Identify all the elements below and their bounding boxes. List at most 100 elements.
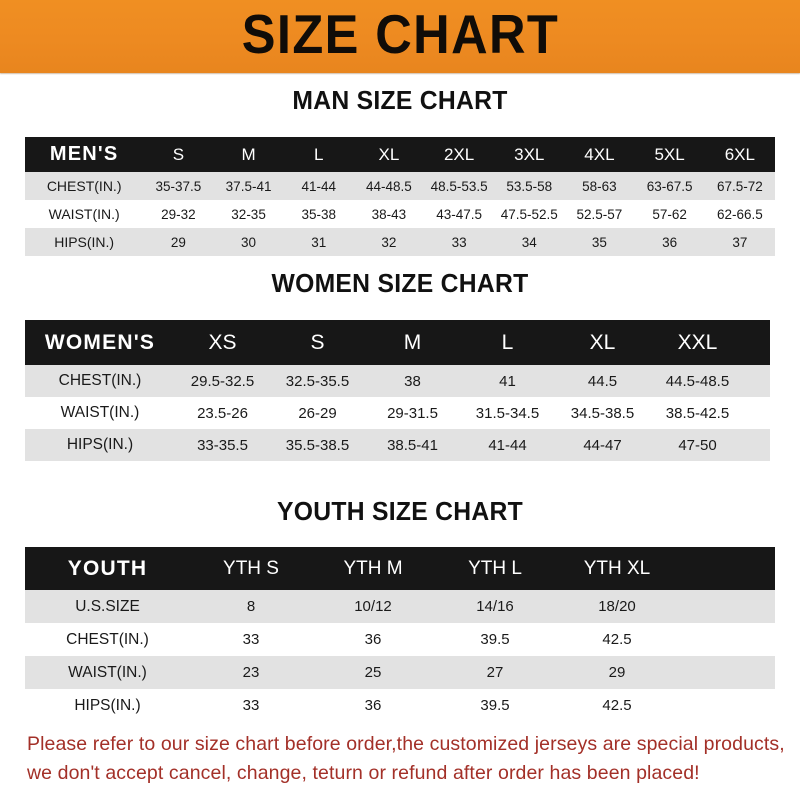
section-title-man: MAN SIZE CHART <box>292 85 508 115</box>
measurement-value: 47.5-52.5 <box>500 206 558 222</box>
footer-disclaimer: Please refer to our size chart before or… <box>27 730 785 788</box>
footer-line-1: Please refer to our size chart before or… <box>27 733 785 755</box>
measurement-value: 58-63 <box>582 178 617 194</box>
section-title-youth: YOUTH SIZE CHART <box>276 496 524 526</box>
table-row: CHEST(IN.) 29.5-32.5 32.5-35.5 38 41 44.5 44.5… <box>25 365 770 397</box>
measurement-value: 33 <box>242 631 260 648</box>
measurement-value: 44-48.5 <box>366 178 412 194</box>
size-column-header: S <box>172 144 185 164</box>
table-header-row: MEN'S S M L XL 2XL 3XL 4XL 5XL 6XL <box>25 137 775 172</box>
page-title: SIZE CHART <box>241 3 559 65</box>
measurement-value: 47-50 <box>678 436 717 454</box>
measurement-label: HIPS(IN.) <box>66 436 134 453</box>
measurement-value: 29.5-32.5 <box>190 372 255 390</box>
measurement-value: 41 <box>499 372 516 390</box>
table-row: WAIST(IN.) 23 25 27 29 <box>25 656 775 689</box>
table-spacer-cell <box>678 656 775 689</box>
size-column-header: XL <box>589 330 616 354</box>
measurement-value: 34 <box>521 234 537 250</box>
table-row: HIPS(IN.) 33 36 39.5 42.5 <box>25 689 775 722</box>
size-column-header: XS <box>208 330 237 354</box>
measurement-value: 53.5-58 <box>506 178 553 194</box>
measurement-value: 41-44 <box>301 178 336 194</box>
measurement-value: 8 <box>246 598 256 615</box>
table-spacer-cell <box>678 547 775 590</box>
section-title-women: WOMEN SIZE CHART <box>271 268 529 298</box>
measurement-value: 37 <box>732 234 748 250</box>
youth-size-table: YOUTH YTH S YTH M YTH L YTH XL U.S.SIZE 8 10/12… <box>25 547 775 722</box>
table-header-row: YOUTH YTH S YTH M YTH L YTH XL <box>25 547 775 590</box>
measurement-value: 29 <box>608 664 626 681</box>
measurement-label: HIPS(IN.) <box>74 696 141 714</box>
size-column-header: L <box>501 330 514 354</box>
measurement-value: 23 <box>242 664 260 681</box>
measurement-value: 63-67.5 <box>646 178 693 194</box>
measurement-value: 36 <box>662 234 678 250</box>
measurement-value: 31.5-34.5 <box>475 404 540 422</box>
measurement-label: WAIST(IN.) <box>48 206 120 222</box>
table-spacer-cell <box>745 320 770 365</box>
table-spacer-cell <box>745 397 770 429</box>
measurement-value: 34.5-38.5 <box>570 404 635 422</box>
measurement-value: 10/12 <box>354 598 392 615</box>
measurement-value: 38-43 <box>371 206 407 222</box>
size-column-header: YTH L <box>468 557 522 579</box>
measurement-value: 32-35 <box>231 206 266 222</box>
measurement-value: 38.5-41 <box>387 436 438 454</box>
size-column-header: XXL <box>677 330 718 354</box>
measurement-value: 37.5-41 <box>225 178 272 194</box>
measurement-label: WAIST(IN.) <box>68 663 147 681</box>
size-column-header: M <box>403 330 422 354</box>
measurement-value: 48.5-53.5 <box>430 178 488 194</box>
measurement-value: 23.5-26 <box>197 404 248 422</box>
measurement-value: 31 <box>311 234 327 250</box>
size-column-header: 3XL <box>514 144 545 164</box>
size-column-header: 6XL <box>724 144 755 164</box>
size-column-header: YTH S <box>223 557 279 579</box>
measurement-value: 41-44 <box>488 436 527 454</box>
measurement-value: 35-37.5 <box>155 178 202 194</box>
table-corner-label: WOMEN'S <box>44 330 156 354</box>
table-row: WAIST(IN.) 29-32 32-35 35-38 38-43 43-47.5 47.… <box>25 200 775 228</box>
size-column-header: S <box>310 330 325 354</box>
measurement-value: 39.5 <box>480 631 510 648</box>
measurement-label: CHEST(IN.) <box>66 630 149 648</box>
measurement-value: 62-66.5 <box>716 206 763 222</box>
measurement-value: 44.5 <box>587 372 618 390</box>
size-column-header: 4XL <box>584 144 615 164</box>
table-spacer-cell <box>678 623 775 656</box>
measurement-value: 26-29 <box>298 404 337 422</box>
table-row: WAIST(IN.) 23.5-26 26-29 29-31.5 31.5-34.5 34… <box>25 397 770 429</box>
measurement-value: 35-38 <box>301 206 336 222</box>
table-spacer-cell <box>678 590 775 623</box>
measurement-value: 57-62 <box>652 206 687 222</box>
measurement-value: 27 <box>486 664 504 681</box>
measurement-value: 42.5 <box>602 697 632 714</box>
measurement-value: 32 <box>381 234 397 250</box>
measurement-label: HIPS(IN.) <box>54 234 115 250</box>
measurement-value: 44-47 <box>583 436 622 454</box>
measurement-value: 42.5 <box>602 631 632 648</box>
size-column-header: YTH XL <box>583 557 651 579</box>
table-row: HIPS(IN.) 29 30 31 32 33 34 35 36 37 <box>25 228 775 256</box>
measurement-value: 44.5-48.5 <box>665 372 730 390</box>
measurement-value: 33-35.5 <box>197 436 248 454</box>
measurement-value: 29-32 <box>161 206 196 222</box>
measurement-value: 52.5-57 <box>576 206 623 222</box>
measurement-label: U.S.SIZE <box>75 597 140 615</box>
measurement-label: CHEST(IN.) <box>58 372 142 389</box>
measurement-value: 30 <box>241 234 257 250</box>
size-column-header: YTH M <box>343 557 403 579</box>
table-spacer-cell <box>745 429 770 461</box>
table-row: HIPS(IN.) 33-35.5 35.5-38.5 38.5-41 41-44 44-… <box>25 429 770 461</box>
size-column-header: XL <box>378 144 400 164</box>
size-column-header: 2XL <box>443 144 475 164</box>
measurement-value: 38 <box>404 372 421 390</box>
size-column-header: 5XL <box>654 144 685 164</box>
table-header-row: WOMEN'S XS S M L XL XXL <box>25 320 770 365</box>
size-column-header: L <box>314 144 324 164</box>
measurement-value: 38.5-42.5 <box>665 404 730 422</box>
measurement-value: 36 <box>364 697 382 714</box>
measurement-value: 29 <box>170 234 186 250</box>
size-column-header: M <box>241 144 256 164</box>
